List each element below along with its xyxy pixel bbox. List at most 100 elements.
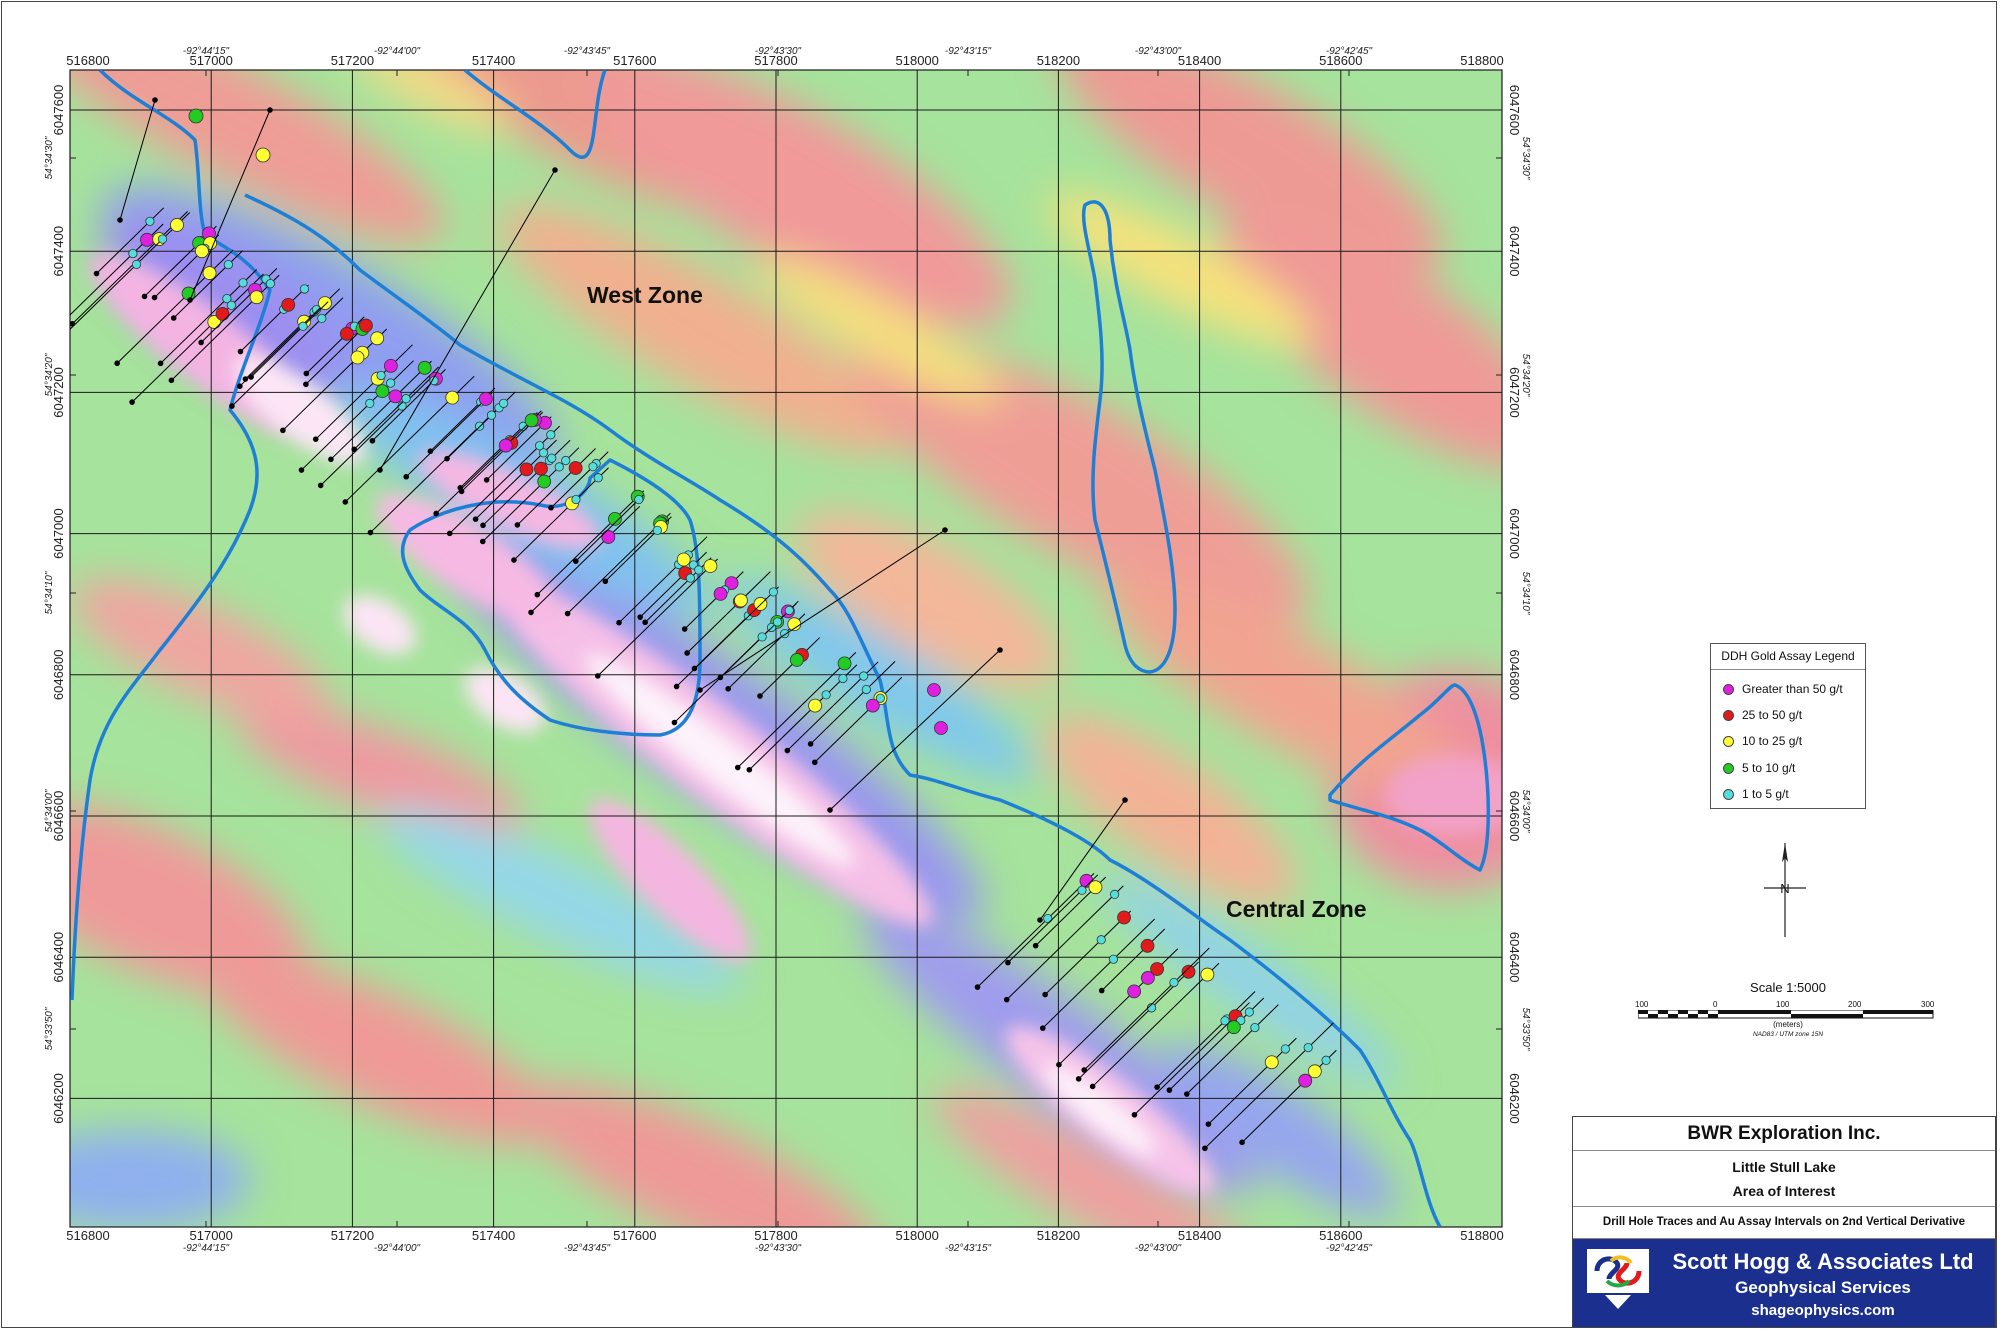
longitude-label-bottom: -92°43'30"	[755, 1243, 802, 1254]
project-title: Little Stull Lake Area of Interest	[1573, 1150, 1995, 1207]
drill-trace	[829, 649, 1001, 811]
drill-collar	[528, 609, 534, 616]
assay-interval-dot	[927, 683, 941, 697]
easting-label-top: 517800	[754, 53, 797, 68]
assay-interval-dot	[445, 390, 460, 405]
drill-collar	[1184, 1091, 1190, 1097]
drill-collar	[280, 427, 286, 434]
northing-label-right: 6046400	[1507, 932, 1522, 983]
assay-interval-dot	[255, 147, 271, 163]
drill-collar	[151, 294, 158, 301]
assay-interval-dot	[724, 576, 739, 591]
drill-collar	[684, 650, 690, 656]
assay-interval-dot	[685, 573, 696, 583]
assay-interval-dot	[1150, 962, 1164, 976]
assay-interval-dot	[1096, 935, 1106, 945]
drill-hole-traces	[49, 97, 1337, 1152]
firm-website: shageophysics.com	[1751, 1302, 1895, 1319]
coordinate-labels: 516800 516800 517000 517000 517200 517200 5174…	[44, 46, 1531, 1254]
assay-interval-dot	[861, 684, 871, 695]
easting-label-top: 517400	[472, 53, 515, 68]
drill-collar	[472, 516, 479, 522]
longitude-label-top: -92°43'30"	[755, 46, 802, 57]
drill-collar	[757, 693, 763, 699]
drill-collar	[637, 614, 643, 620]
drill-collar	[1003, 996, 1010, 1003]
assay-interval-dot	[1140, 971, 1155, 985]
drill-collar	[152, 97, 158, 103]
drill-trace	[119, 99, 156, 221]
easting-label-bottom: 518000	[896, 1228, 939, 1243]
drill-collar	[671, 719, 678, 726]
assay-interval-dot	[265, 279, 276, 289]
easting-label-bottom: 517000	[190, 1228, 233, 1243]
easting-label-bottom: 516800	[66, 1228, 109, 1243]
assay-interval-dot	[519, 462, 534, 477]
latitude-label-right: 54°33'50"	[1520, 1008, 1531, 1051]
easting-label-top: 517600	[613, 53, 656, 68]
drill-trace	[1208, 1037, 1297, 1125]
assay-interval-dot	[634, 494, 644, 505]
easting-label-top: 518800	[1460, 53, 1503, 68]
scale-bar: Scale 1:5000 100 0 100 200 300 (meters) …	[1628, 977, 1948, 1047]
assay-interval-dot	[1127, 984, 1142, 999]
drill-trace	[189, 109, 271, 301]
drill-collar	[369, 437, 376, 444]
assay-interval-dot	[145, 216, 155, 226]
easting-label-top: 518400	[1178, 53, 1221, 68]
drill-trace	[749, 664, 858, 771]
drill-collar	[1166, 1087, 1173, 1093]
assay-interval-dot	[652, 525, 663, 535]
longitude-label-bottom: -92°43'00"	[1135, 1243, 1182, 1254]
drill-collar	[312, 436, 319, 442]
drill-trace	[482, 439, 571, 526]
assay-interval-dot	[1303, 1042, 1313, 1053]
assay-interval-dot	[865, 698, 880, 713]
scale-number: 200	[1848, 1000, 1862, 1009]
assay-interval-dot	[568, 461, 583, 475]
assay-interval-dot	[1264, 1055, 1279, 1070]
drill-collar	[1075, 1076, 1082, 1082]
drill-trace	[435, 410, 542, 514]
assay-interval-dot	[386, 378, 396, 388]
northing-label-right: 6047200	[1507, 367, 1522, 418]
drill-collar	[446, 530, 453, 537]
assay-interval-dot	[1169, 977, 1179, 988]
drill-collar	[1202, 1145, 1208, 1152]
drill-collar	[93, 270, 100, 277]
drill-collar	[427, 448, 434, 454]
northing-label-left: 6047000	[51, 508, 66, 559]
easting-label-top: 518200	[1037, 53, 1080, 68]
assay-interval-dot	[821, 690, 831, 700]
assay-interval-dot	[128, 248, 138, 259]
assay-interval-dot	[518, 421, 528, 431]
drill-trace	[240, 284, 309, 352]
latitude-label-left: 54°33'50"	[44, 1007, 55, 1050]
assay-interval-dot	[375, 384, 390, 399]
assay-interval-dot	[676, 552, 691, 567]
longitude-label-bottom: -92°42'45"	[1326, 1243, 1373, 1254]
drill-collar	[458, 488, 465, 495]
firm-banner: Scott Hogg & Associates Ltd Geophysical …	[1573, 1239, 1995, 1327]
drill-collar	[242, 376, 249, 382]
easting-label-bottom: 518400	[1178, 1228, 1221, 1243]
drill-trace	[759, 637, 821, 697]
assay-interval-dot	[350, 350, 365, 365]
drill-collar	[602, 578, 609, 585]
legend-item-25-50: 25 to 50 g/t	[1723, 706, 1802, 724]
legend-item-5-10: 5 to 10 g/t	[1723, 759, 1795, 777]
northing-label-right: 6046200	[1507, 1073, 1522, 1124]
drill-trace	[1186, 1004, 1279, 1095]
drill-collar	[367, 529, 374, 536]
drill-trace	[315, 344, 413, 440]
drill-collar	[49, 345, 55, 351]
easting-label-bottom: 518200	[1037, 1228, 1080, 1243]
assay-interval-dot	[734, 593, 748, 608]
drill-collar	[734, 764, 741, 771]
drill-trace	[530, 506, 641, 613]
assay-interval-dot	[401, 394, 411, 404]
drill-collar	[673, 683, 680, 690]
drill-collar	[351, 446, 358, 453]
drill-trace	[1134, 1002, 1250, 1116]
scale-number: 100	[1776, 1000, 1790, 1009]
